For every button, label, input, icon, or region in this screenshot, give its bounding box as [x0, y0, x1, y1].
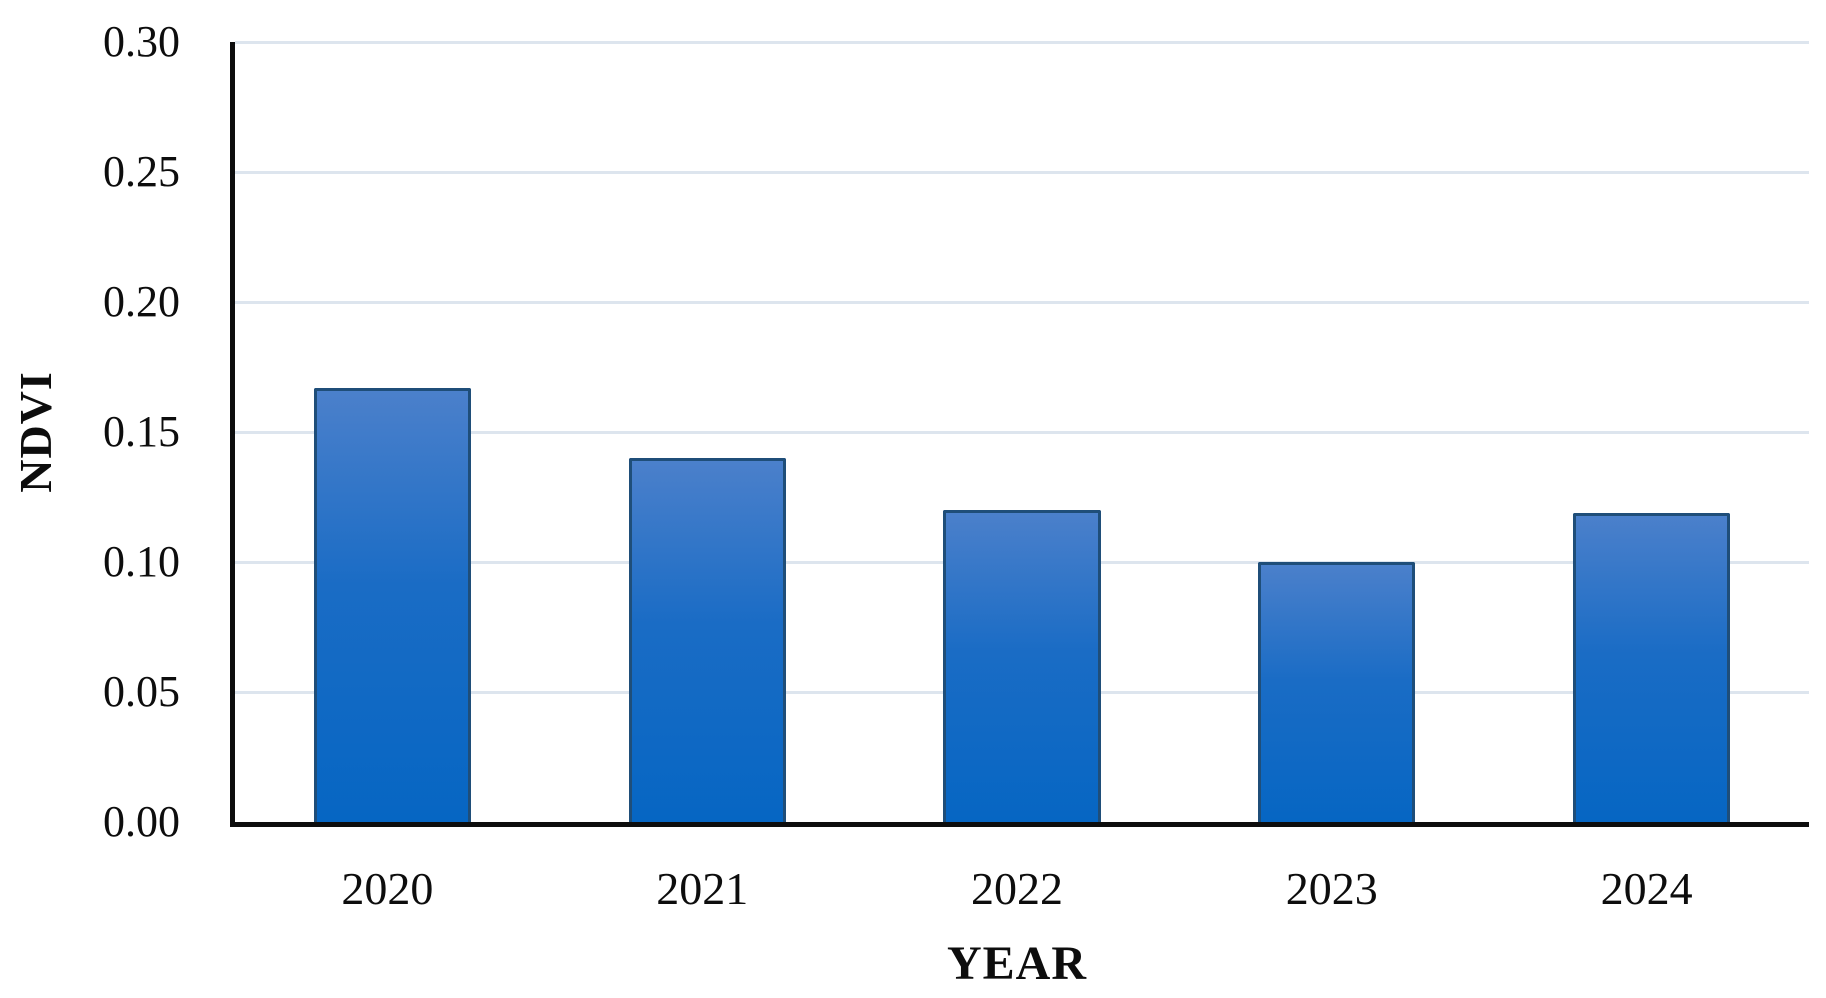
y-tick-label: 0.10 [103, 537, 180, 586]
x-tick-label: 2023 [1285, 863, 1378, 914]
y-axis-tick-labels: 0.00 0.05 0.10 0.15 0.20 0.25 0.30 [30, 17, 180, 846]
bar-2024 [1572, 513, 1731, 822]
bar-2020 [313, 388, 472, 822]
x-tick-label: 2024 [1600, 863, 1693, 914]
x-axis-title: YEAR [946, 937, 1087, 990]
gridline [235, 40, 1809, 44]
x-tick-label: 2021 [656, 863, 749, 914]
y-tick-label: 0.05 [103, 667, 180, 716]
gridline [235, 300, 1809, 304]
x-tick-label: 2022 [970, 863, 1063, 914]
bar-2023 [1258, 562, 1416, 822]
gridline [235, 430, 1809, 434]
bar-2022 [943, 510, 1101, 822]
y-tick-label: 0.15 [103, 407, 180, 456]
y-tick-label: 0.00 [103, 797, 180, 846]
plot-area [230, 40, 1809, 827]
gridline [235, 170, 1809, 174]
x-axis-tick-labels: 2020 2021 2022 2023 2024 [230, 858, 1804, 920]
y-tick-label: 0.20 [103, 277, 180, 326]
y-tick-label: 0.25 [103, 147, 180, 196]
bar-2021 [628, 458, 786, 822]
y-tick-label: 0.30 [103, 17, 180, 66]
x-tick-label: 2020 [341, 863, 434, 914]
